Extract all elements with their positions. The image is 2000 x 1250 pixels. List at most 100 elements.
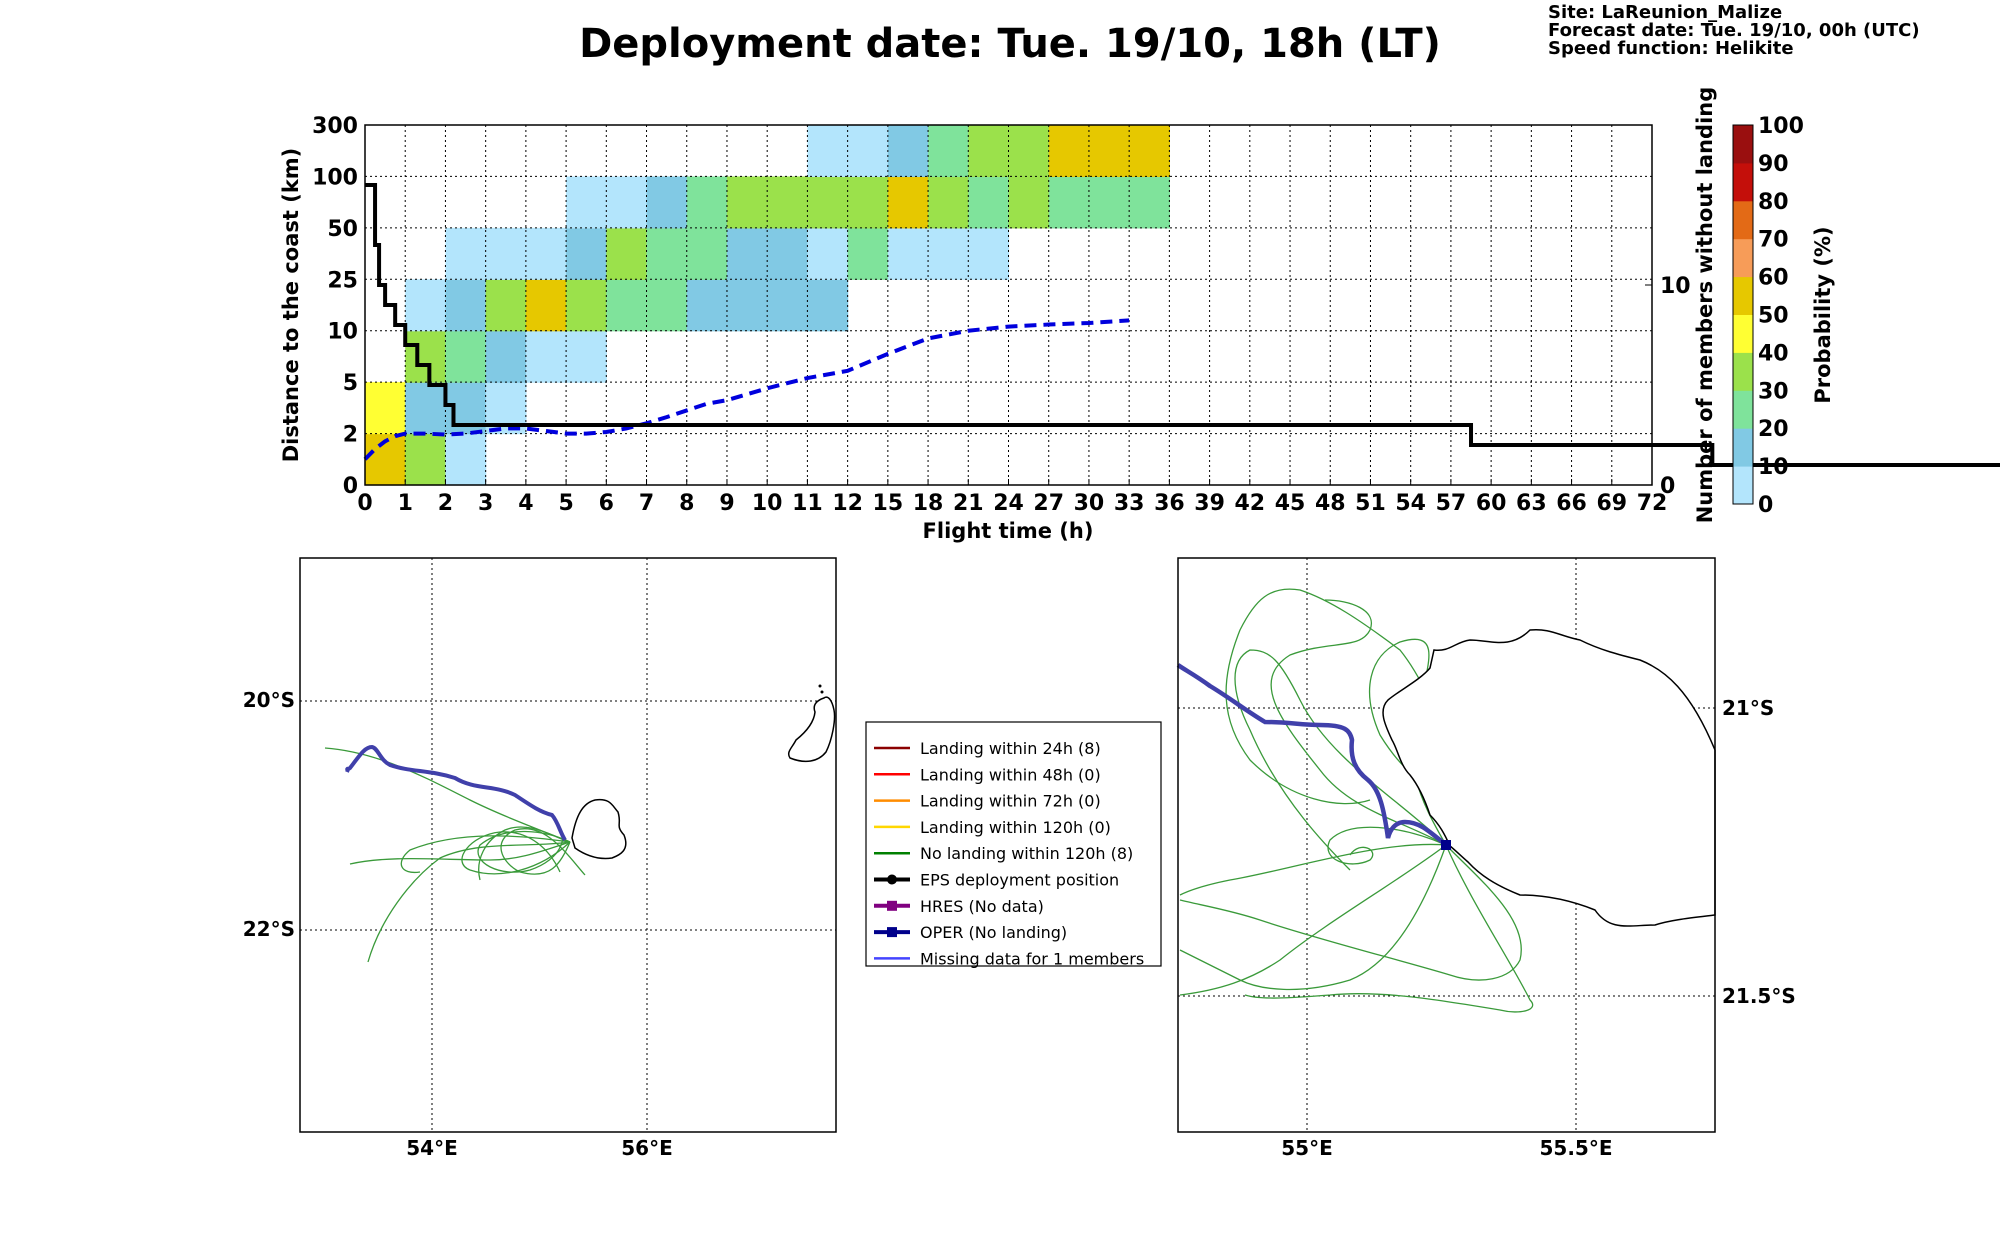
x-tick-label: 30: [1074, 491, 1105, 516]
forecast-label: Forecast date: Tue. 19/10, 00h (UTC): [1548, 20, 1920, 41]
map-zoomed: 55°E 55.5°E 21°S 21.5°S: [1176, 557, 1796, 1160]
x-tick-labels: 0 1 2 3 4 5 6 7 8 9 10 11 12 15 18 21 24 27 30 33 36 39 42 45 48…: [357, 479, 1667, 516]
legend-marker: [887, 900, 897, 911]
colorbar-tick-label: 30: [1758, 379, 1789, 404]
legend-label: Landing within 120h (0): [920, 818, 1111, 837]
legend-label: No landing within 120h (8): [920, 844, 1133, 863]
heatmap-cell: [445, 227, 487, 280]
colorbar-tick-label: 20: [1758, 417, 1789, 442]
x-tick-label: 0: [357, 491, 372, 516]
oper-marker: [1441, 840, 1451, 850]
x-tick-label: 6: [599, 491, 614, 516]
y-tick-label: 25: [327, 268, 358, 293]
colorbar-tick-label: 80: [1758, 190, 1789, 215]
legend-label: Missing data for 1 members: [920, 949, 1144, 968]
x-tick-label: 5: [558, 491, 573, 516]
heatmap-cell: [606, 227, 648, 280]
map-left-xlabel: 54°E: [406, 1136, 458, 1160]
chart-title: Deployment date: Tue. 19/10, 18h (LT): [579, 21, 1441, 67]
heatmap-cell: [646, 176, 688, 229]
x-tick-label: 21: [953, 491, 984, 516]
colorbar-frame: [1732, 124, 1754, 505]
legend-frame: [865, 721, 1162, 967]
colorbar-tick-label: 50: [1758, 304, 1789, 329]
heatmap-cell: [686, 279, 728, 332]
y-tick-label: 10: [327, 320, 358, 345]
heatmap-cell: [928, 227, 969, 280]
track: [1179, 844, 1447, 996]
heatmap-cell: [485, 330, 527, 383]
y-tick-label: 2: [343, 423, 358, 448]
legend: Landing within 24h (8) Landing within 48h…: [865, 721, 1162, 968]
colorbar-cells: [1733, 125, 1753, 505]
colorbar-cell: [1733, 162, 1753, 202]
legend-label: OPER (No landing): [920, 923, 1067, 942]
legend-label: EPS deployment position: [920, 871, 1119, 890]
x-tick-label: 8: [679, 491, 694, 516]
x-tick-label: 63: [1516, 491, 1547, 516]
x-tick-label: 1: [398, 491, 413, 516]
y-tick-label: 300: [312, 114, 358, 139]
reunion-coastline: [1382, 628, 1716, 927]
colorbar-tick-label: 0: [1758, 493, 1773, 518]
island-dot: [820, 690, 824, 694]
x-tick-label: 54: [1395, 491, 1426, 516]
colorbar-tick-label: 100: [1758, 114, 1804, 139]
site-label: Site: LaReunion_Malize: [1548, 2, 1782, 23]
colorbar-cell: [1733, 352, 1753, 391]
heatmap-cell: [1008, 176, 1050, 229]
heatmap-cell: [566, 330, 607, 383]
y-tick-label: 100: [312, 165, 358, 190]
x-tick-label: 48: [1315, 491, 1346, 516]
heatmap-cell: [566, 176, 607, 229]
x-tick-label: 57: [1436, 491, 1467, 516]
members-without-landing-line: [365, 183, 2000, 467]
colorbar-cell: [1733, 125, 1753, 164]
median-distance-line: [363, 318, 1130, 461]
x-tick-label: 36: [1154, 491, 1185, 516]
x-tick-label: 2: [438, 491, 453, 516]
colorbar-cell: [1733, 238, 1753, 278]
x-axis-label: Flight time (h): [923, 519, 1094, 543]
x-tick-label: 66: [1556, 491, 1587, 516]
colorbar-tick-label: 10: [1758, 455, 1789, 480]
heatmap-cell: [525, 330, 567, 383]
heatmap-cell: [767, 176, 809, 229]
map-right-oper-track: [1176, 663, 1448, 847]
heatmap-cell: [928, 176, 969, 229]
map-left-frame: [299, 557, 837, 1133]
colorbar-tick-label: 70: [1758, 228, 1789, 253]
heatmap-cell: [405, 279, 447, 332]
colorbar-cell: [1733, 200, 1753, 240]
map-left-oper-track: [345, 744, 567, 842]
heatmap-cell: [1048, 125, 1090, 178]
x-tick-label: 9: [719, 491, 734, 516]
x-tick-label: 42: [1235, 491, 1266, 516]
heatmap-cell: [1008, 125, 1050, 178]
colorbar-tick-label: 90: [1758, 152, 1789, 177]
colorbar: 0 10 20 30 40 50 60 70 80 90 100 Probability (%): [1732, 114, 1835, 518]
heatmap-cell: [646, 227, 688, 280]
map-right-ylabel: 21°S: [1722, 696, 1774, 720]
heatmap-cell: [726, 279, 768, 332]
island-dot: [818, 684, 822, 688]
map-left-ylabel: 22°S: [243, 917, 295, 941]
x-tick-label: 10: [752, 491, 783, 516]
distance-heatmap: 0 1 2 3 4 5 6 7 8 9 10 11 12 15 18 21 24 27 30 33 36 39 42 45 48…: [279, 87, 2000, 543]
y2-axis-label: Number of members without landing: [1693, 87, 1717, 524]
heatmap-cell: [405, 330, 447, 383]
track: [478, 826, 571, 881]
track: [1179, 844, 1447, 991]
x-tick-label: 72: [1637, 491, 1668, 516]
heatmap-cell: [887, 227, 929, 280]
reunion-island-outline: [571, 798, 627, 860]
track: [1270, 599, 1447, 846]
colorbar-cell: [1733, 466, 1753, 505]
heatmap-cell: [807, 125, 849, 178]
track: [1179, 844, 1522, 981]
heatmap-cell: [887, 176, 929, 229]
heatmap-cells: [365, 125, 1170, 486]
track: [477, 814, 571, 873]
map-right-ylabel: 21.5°S: [1722, 984, 1796, 1008]
